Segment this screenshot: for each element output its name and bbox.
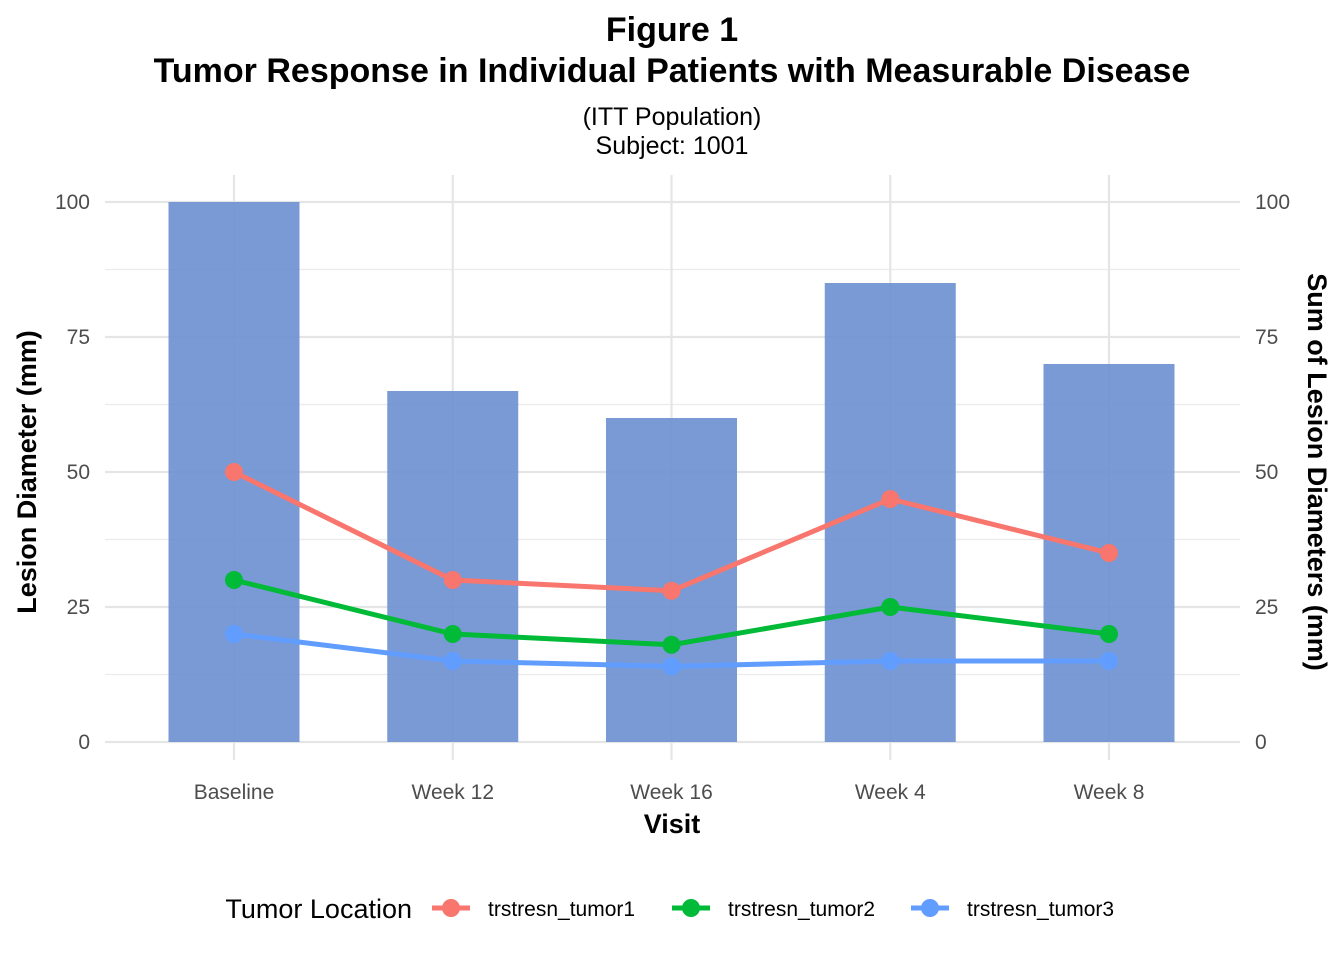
chart-subtitle: (ITT Population): [583, 103, 762, 131]
point-trstresn_tumor3: [662, 657, 681, 676]
chart-title: Figure 1: [606, 11, 738, 49]
legend: Tumor Location trstresn_tumor1 trstresn_t…: [225, 894, 1114, 924]
y-tick-label: 75: [67, 326, 90, 349]
point-trstresn_tumor1: [225, 463, 243, 481]
y-tick-label: 100: [55, 191, 90, 214]
point-trstresn_tumor2: [225, 571, 243, 589]
x-tick-label: Week 12: [412, 781, 495, 804]
y-tick-label: 0: [78, 731, 90, 754]
legend-label: trstresn_tumor3: [967, 898, 1114, 921]
legend-label: trstresn_tumor2: [728, 898, 875, 921]
point-trstresn_tumor3: [1100, 652, 1118, 670]
x-axis-title: Visit: [644, 809, 701, 839]
x-tick-label: Week 4: [855, 781, 926, 804]
series-lines: [225, 463, 1118, 676]
point-trstresn_tumor3: [881, 652, 900, 670]
point-trstresn_tumor1: [881, 490, 900, 508]
y-right-tick-label: 100: [1255, 191, 1290, 214]
point-trstresn_tumor1: [443, 571, 462, 589]
chart-subtitle-line2: Subject: 1001: [596, 132, 749, 160]
point-trstresn_tumor3: [443, 652, 462, 670]
point-trstresn_tumor3: [225, 625, 243, 643]
point-trstresn_tumor2: [1100, 625, 1118, 643]
bars: [168, 202, 1175, 742]
x-tick-label: Week 8: [1074, 781, 1145, 804]
legend-item-trstresn_tumor2: trstresn_tumor2: [672, 898, 875, 921]
point-trstresn_tumor2: [881, 598, 900, 616]
y-axis-right-title: Sum of Lesion Diameters (mm): [1302, 273, 1332, 671]
legend-marker: [442, 899, 460, 917]
legend-item-trstresn_tumor1: trstresn_tumor1: [432, 898, 635, 921]
bar-week-16: [606, 418, 737, 742]
point-trstresn_tumor2: [662, 635, 681, 654]
y-right-tick-label: 25: [1255, 596, 1278, 619]
legend-item-trstresn_tumor3: trstresn_tumor3: [911, 898, 1114, 921]
x-tick-label: Baseline: [194, 781, 275, 804]
legend-title: Tumor Location: [225, 894, 412, 924]
legend-label: trstresn_tumor1: [488, 898, 635, 921]
point-trstresn_tumor1: [662, 581, 681, 600]
bar-week-12: [387, 391, 519, 742]
y-tick-label: 50: [67, 461, 90, 484]
point-trstresn_tumor2: [443, 625, 462, 643]
x-tick-label: Week 16: [630, 781, 713, 804]
point-trstresn_tumor1: [1100, 544, 1118, 562]
y-right-tick-label: 0: [1255, 731, 1267, 754]
y-right-tick-label: 50: [1255, 461, 1278, 484]
tick-labels: 0 0 25 25 50 50 75 75 100 100 Baseline Week 12 Week …: [55, 191, 1290, 804]
legend-marker: [682, 899, 700, 917]
y-tick-label: 25: [67, 596, 90, 619]
chart-title-line2: Tumor Response in Individual Patients wi…: [154, 52, 1191, 90]
y-right-tick-label: 75: [1255, 326, 1278, 349]
legend-marker: [921, 899, 939, 917]
y-axis-title: Lesion Diameter (mm): [12, 330, 42, 614]
